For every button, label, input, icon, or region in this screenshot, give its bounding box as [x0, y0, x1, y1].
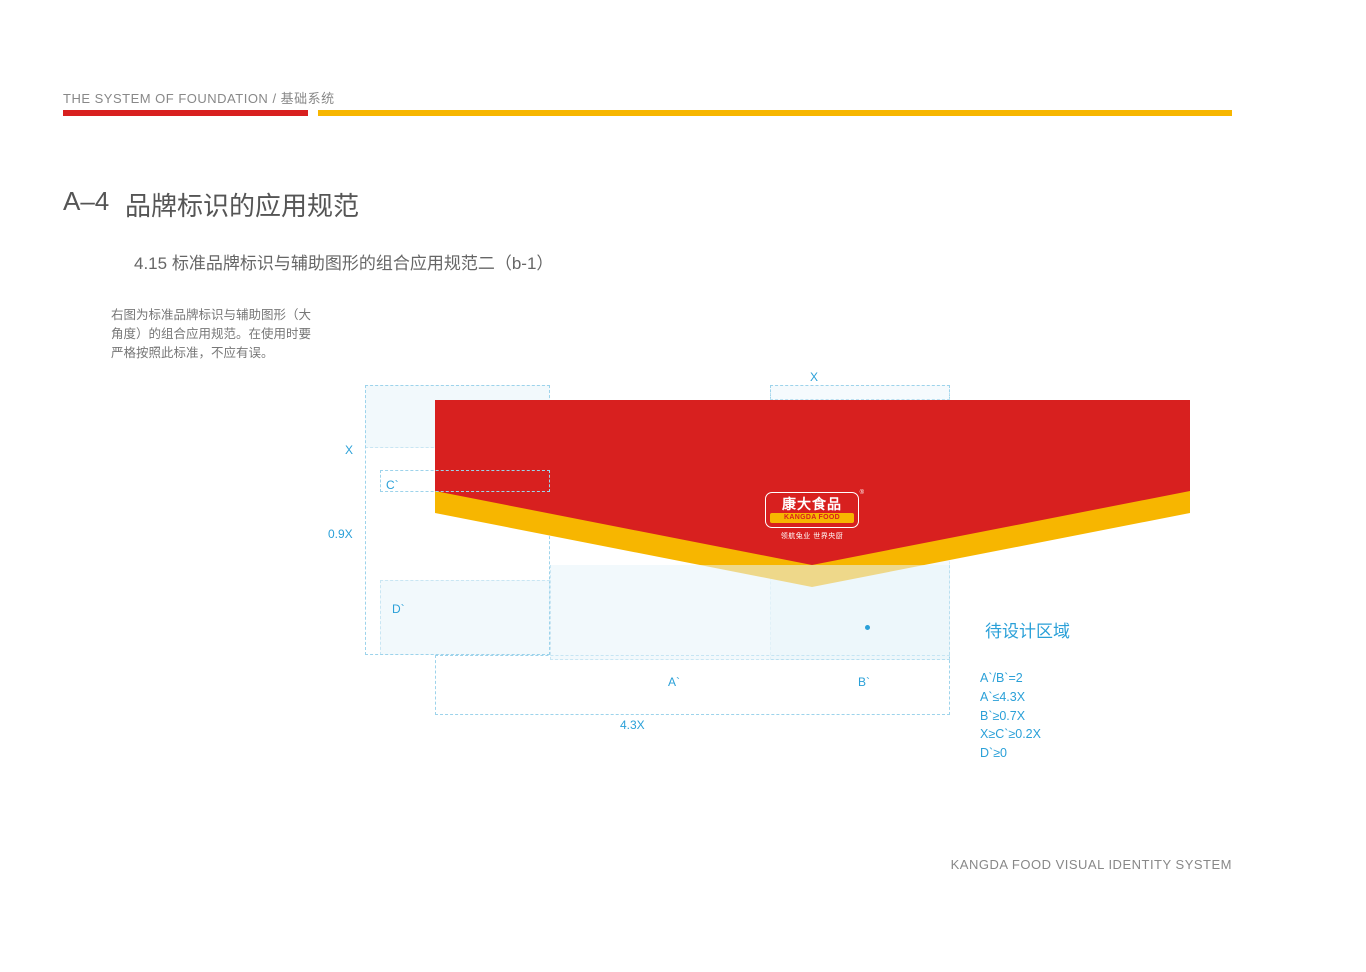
guide-c-row [380, 470, 550, 492]
measure-43x: 4.3X [620, 718, 645, 732]
logo-box: ® 康大食品 KANGDA FOOD [765, 492, 859, 528]
footer: KANGDA FOOD VISUAL IDENTITY SYSTEM [951, 857, 1232, 872]
header-label: THE SYSTEM OF FOUNDATION / 基础系统 [63, 88, 335, 107]
design-area-label: 待设计区域 [985, 617, 1070, 642]
header-rule-red [63, 110, 308, 116]
constraint-line: D`≥0 [980, 744, 1041, 763]
measure-a: A` [668, 675, 680, 689]
measure-b: B` [858, 675, 870, 689]
measure-x-top: X [810, 370, 818, 384]
design-area-dot-icon [865, 625, 870, 630]
logo-badge: ® 康大食品 KANGDA FOOD 领航兔业 世界央厨 [765, 492, 859, 541]
logo-zh: 康大食品 [770, 496, 854, 512]
header-en: THE SYSTEM OF FOUNDATION [63, 91, 268, 106]
constraint-line: A`/B`=2 [980, 669, 1041, 688]
header-zh: 基础系统 [281, 91, 335, 106]
constraints-list: A`/B`=2A`≤4.3XB`≥0.7XX≥C`≥0.2XD`≥0 [980, 669, 1041, 763]
constraint-line: B`≥0.7X [980, 707, 1041, 726]
measure-x-left: X [345, 443, 353, 457]
header-rule-yellow [318, 110, 1232, 116]
subsection-number: 4.15 [134, 254, 167, 273]
guide-d-row [380, 580, 550, 655]
guide-43x [435, 655, 950, 715]
guide-a-band [550, 565, 950, 660]
measure-d: D` [392, 602, 405, 616]
constraint-line: A`≤4.3X [980, 688, 1041, 707]
section-title: 品牌标识的应用规范 [125, 186, 359, 223]
diagram: ® 康大食品 KANGDA FOOD 领航兔业 世界央厨 X X C` 0.9X… [320, 365, 1190, 765]
section-code: A–4 [63, 186, 109, 217]
measure-c: C` [386, 478, 399, 492]
constraint-line: X≥C`≥0.2X [980, 725, 1041, 744]
logo-en: KANGDA FOOD [770, 513, 854, 523]
logo-tagline: 领航兔业 世界央厨 [765, 531, 859, 541]
body-text: 右图为标准品牌标识与辅助图形（大角度）的组合应用规范。在使用时要严格按照此标准，… [111, 306, 321, 362]
subsection: 4.15 标准品牌标识与辅助图形的组合应用规范二（b-1） [134, 249, 553, 274]
measure-09x: 0.9X [328, 527, 353, 541]
header-sep: / [268, 91, 280, 106]
subsection-title: 标准品牌标识与辅助图形的组合应用规范二（b-1） [172, 254, 554, 273]
registered-icon: ® [860, 490, 864, 496]
